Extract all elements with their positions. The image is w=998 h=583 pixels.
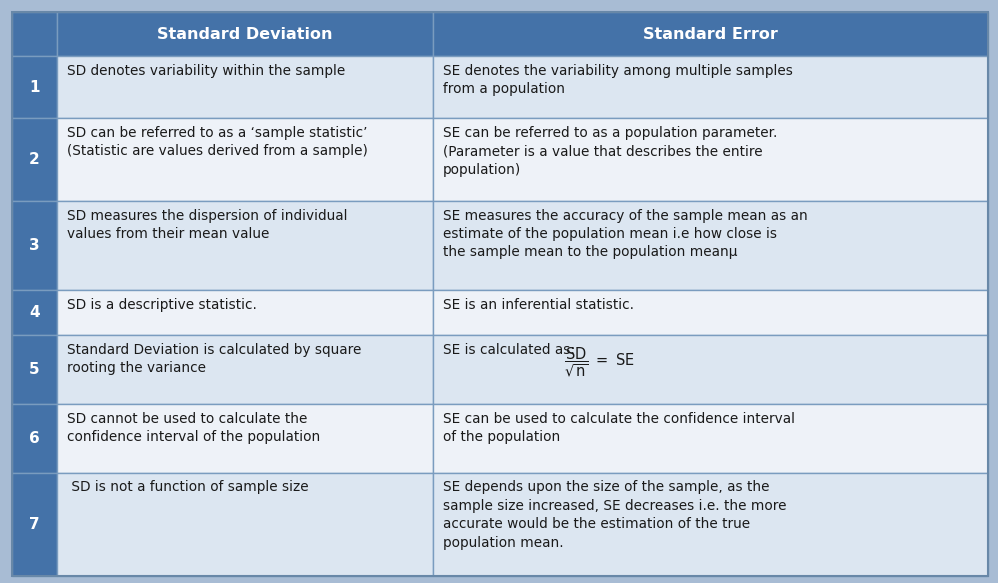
Text: 3: 3 — [29, 238, 40, 253]
Bar — [12, 404, 57, 473]
Text: 2: 2 — [29, 152, 40, 167]
Bar — [433, 473, 988, 576]
Bar — [12, 335, 57, 404]
Text: Standard Error: Standard Error — [643, 27, 777, 41]
Text: SE can be used to calculate the confidence interval
of the population: SE can be used to calculate the confiden… — [443, 412, 794, 444]
Text: Standard Deviation is calculated by square
rooting the variance: Standard Deviation is calculated by squa… — [67, 343, 361, 375]
Text: 5: 5 — [29, 362, 40, 377]
Bar — [433, 290, 988, 335]
Bar — [57, 404, 433, 473]
Bar — [57, 201, 433, 290]
Bar — [12, 12, 57, 57]
Text: SE is an inferential statistic.: SE is an inferential statistic. — [443, 298, 634, 312]
Bar — [433, 201, 988, 290]
Bar — [57, 335, 433, 404]
Bar — [57, 118, 433, 201]
Text: SD is not a function of sample size: SD is not a function of sample size — [67, 480, 308, 494]
Text: SD denotes variability within the sample: SD denotes variability within the sample — [67, 64, 345, 78]
Text: SE depends upon the size of the sample, as the
sample size increased, SE decreas: SE depends upon the size of the sample, … — [443, 480, 786, 550]
Text: 1: 1 — [29, 80, 40, 95]
Bar — [12, 473, 57, 576]
Text: SE is calculated as:: SE is calculated as: — [443, 343, 579, 357]
Text: SD can be referred to as a ‘sample statistic’
(Statistic are values derived from: SD can be referred to as a ‘sample stati… — [67, 126, 367, 159]
Text: $\dfrac{\mathregular{SD}}{\sqrt{\mathregular{n}}}\ =\ \mathregular{SE}$: $\dfrac{\mathregular{SD}}{\sqrt{\mathreg… — [564, 346, 635, 379]
Text: SD measures the dispersion of individual
values from their mean value: SD measures the dispersion of individual… — [67, 209, 347, 241]
Text: 7: 7 — [29, 517, 40, 532]
Text: Standard Deviation: Standard Deviation — [157, 27, 332, 41]
Text: SE measures the accuracy of the sample mean as an
estimate of the population mea: SE measures the accuracy of the sample m… — [443, 209, 807, 259]
Bar — [57, 473, 433, 576]
Bar — [12, 118, 57, 201]
Bar — [433, 57, 988, 118]
Bar — [433, 12, 988, 57]
Bar — [57, 290, 433, 335]
Text: SE denotes the variability among multiple samples
from a population: SE denotes the variability among multipl… — [443, 64, 792, 96]
Bar — [433, 404, 988, 473]
Text: SD is a descriptive statistic.: SD is a descriptive statistic. — [67, 298, 256, 312]
Bar — [12, 290, 57, 335]
Text: SE can be referred to as a population parameter.
(Parameter is a value that desc: SE can be referred to as a population pa… — [443, 126, 777, 177]
Bar — [433, 335, 988, 404]
Bar — [433, 118, 988, 201]
Text: 6: 6 — [29, 431, 40, 446]
Bar — [12, 57, 57, 118]
Text: SD cannot be used to calculate the
confidence interval of the population: SD cannot be used to calculate the confi… — [67, 412, 320, 444]
Bar — [12, 201, 57, 290]
Bar — [57, 57, 433, 118]
Bar — [57, 12, 433, 57]
Text: 4: 4 — [29, 305, 40, 320]
